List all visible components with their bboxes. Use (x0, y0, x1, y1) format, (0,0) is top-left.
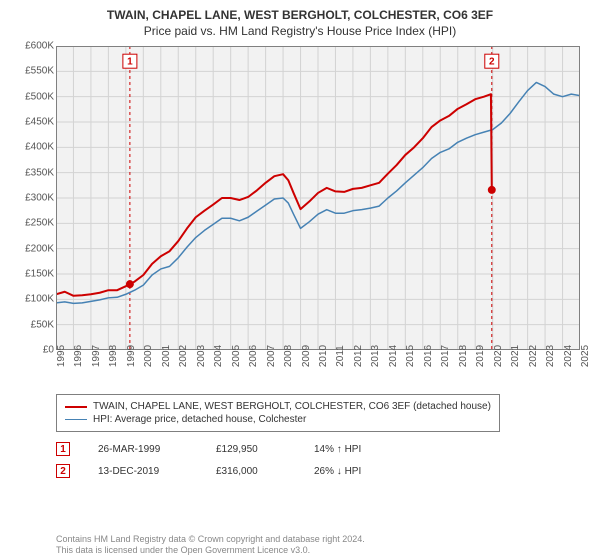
y-tick-label: £100K (10, 294, 54, 305)
legend-item: TWAIN, CHAPEL LANE, WEST BERGHOLT, COLCH… (65, 400, 491, 413)
license-line1: Contains HM Land Registry data © Crown c… (56, 534, 365, 544)
y-tick-label: £450K (10, 117, 54, 128)
annotation-date: 26-MAR-1999 (98, 444, 188, 455)
plot-svg: 12 (56, 46, 580, 350)
annotation-diff: 26% ↓ HPI (314, 466, 361, 477)
plot-wrap: £0 £50K £100K £150K £200K £250K £300K £350K £400… (10, 46, 590, 386)
legend-swatch (65, 419, 87, 420)
y-tick-label: £250K (10, 218, 54, 229)
y-tick-label: £600K (10, 41, 54, 52)
license-text: Contains HM Land Registry data © Crown c… (56, 534, 365, 557)
annotation-badge: 2 (56, 464, 70, 478)
legend-item: HPI: Average price, detached house, Colc… (65, 413, 491, 426)
y-tick-label: £300K (10, 193, 54, 204)
x-tick-label: 2025 (580, 345, 600, 367)
legend-swatch (65, 406, 87, 408)
y-tick-label: £400K (10, 142, 54, 153)
annotation-date: 13-DEC-2019 (98, 466, 188, 477)
license-line2: This data is licensed under the Open Gov… (56, 545, 310, 555)
y-tick-label: £200K (10, 243, 54, 254)
annotation-table: 1 26-MAR-1999 £129,950 14% ↑ HPI 2 13-DEC-201… (56, 438, 590, 482)
y-tick-label: £50K (10, 319, 54, 330)
annotation-price: £316,000 (216, 466, 286, 477)
annotation-row: 2 13-DEC-2019 £316,000 26% ↓ HPI (56, 460, 590, 482)
y-tick-label: £150K (10, 269, 54, 280)
annotation-row: 1 26-MAR-1999 £129,950 14% ↑ HPI (56, 438, 590, 460)
legend-box: TWAIN, CHAPEL LANE, WEST BERGHOLT, COLCH… (56, 394, 500, 432)
annotation-price: £129,950 (216, 444, 286, 455)
chart-subtitle: Price paid vs. HM Land Registry's House … (10, 24, 590, 38)
y-tick-label: £350K (10, 167, 54, 178)
svg-text:1: 1 (127, 57, 133, 68)
chart-title: TWAIN, CHAPEL LANE, WEST BERGHOLT, COLCH… (10, 8, 590, 22)
plot-area: 12 (56, 46, 580, 350)
y-tick-label: £550K (10, 66, 54, 77)
legend-label: TWAIN, CHAPEL LANE, WEST BERGHOLT, COLCH… (93, 401, 491, 412)
annotation-badge: 1 (56, 442, 70, 456)
svg-text:2: 2 (489, 57, 495, 68)
legend-label: HPI: Average price, detached house, Colc… (93, 414, 306, 425)
annotation-diff: 14% ↑ HPI (314, 444, 361, 455)
y-tick-label: £500K (10, 91, 54, 102)
y-tick-label: £0 (10, 345, 54, 356)
